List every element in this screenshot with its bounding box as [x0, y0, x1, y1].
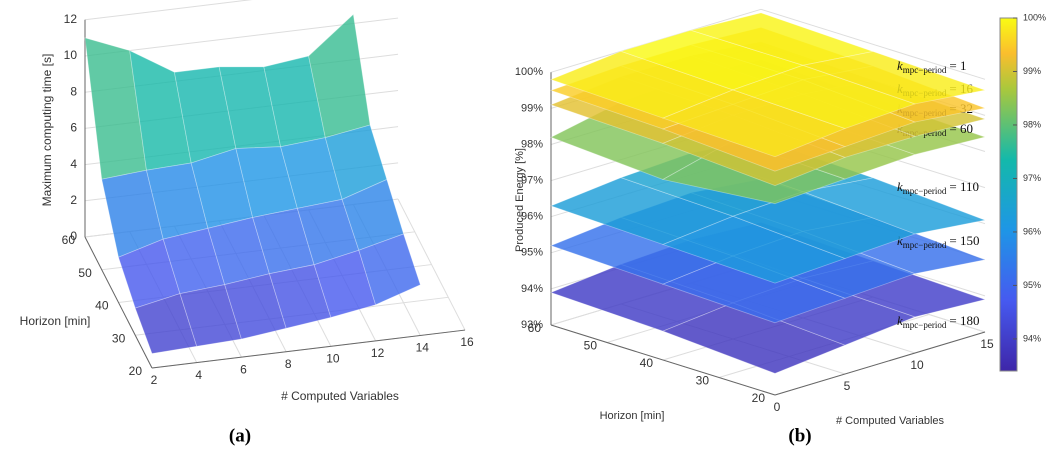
layer-label: kmpc−period = 150: [897, 233, 979, 250]
z-tick-label: 95%: [521, 247, 543, 259]
surface-patch: [801, 177, 987, 235]
x-tick-label: 8: [285, 357, 292, 371]
x-tick-label: 12: [371, 346, 385, 360]
surface-patch: [341, 178, 405, 251]
colorbar-tick-label: 100%: [1023, 12, 1046, 22]
layer-subscript: mpc−period: [903, 65, 947, 75]
y-tick-label: 30: [696, 374, 710, 388]
y-tick-label: 30: [112, 331, 126, 345]
z-tick-label: 97%: [521, 175, 543, 187]
x-tick-label: 10: [910, 358, 924, 372]
y-tick-label: 40: [95, 299, 109, 313]
z-tick-label: 100%: [515, 66, 543, 78]
y-tick-label: 40: [640, 356, 654, 370]
surface-patch: [324, 124, 388, 200]
z-tick-label: 12: [64, 12, 78, 26]
grid-line: [760, 8, 986, 80]
x-tick-label: 2: [151, 373, 158, 387]
z-tick-label: 93%: [521, 319, 543, 331]
x-tick-label: 5: [844, 379, 851, 393]
z-tick-label: 98%: [521, 138, 543, 150]
layer-label: kmpc−period = 180: [897, 313, 979, 330]
layer-name: = 110: [949, 179, 979, 194]
y-tick-label: 50: [78, 266, 92, 280]
colorbar-tick-label: 95%: [1023, 280, 1041, 290]
colorbar-tick-label: 96%: [1023, 226, 1041, 236]
colorbar-tick-label: 99%: [1023, 66, 1041, 76]
x-tick-label: 4: [195, 368, 202, 382]
layer-symbol: k: [897, 58, 903, 73]
z-tick-label: 96%: [521, 211, 543, 223]
layer-name: = 1: [949, 58, 966, 73]
z-tick-label: 99%: [521, 102, 543, 114]
z-axis-label: Produced Energy [%]: [514, 148, 526, 252]
x-tick-label: 0: [774, 400, 781, 414]
x-tick-label: 6: [240, 362, 247, 376]
caption: (b): [788, 425, 811, 446]
layer-subscript: mpc−period: [903, 320, 947, 330]
surface-patch: [801, 51, 987, 105]
y-tick-label: 50: [584, 339, 598, 353]
grid-line: [84, 0, 253, 21]
y-tick-label: 20: [752, 391, 766, 405]
z-tick-label: 2: [70, 193, 77, 207]
y-axis-label: Horizon [min]: [600, 410, 665, 422]
layer-label: kmpc−period = 1: [897, 58, 966, 75]
z-tick-label: 8: [70, 84, 77, 98]
axis-line: [774, 331, 986, 396]
layer-name: = 150: [949, 233, 979, 248]
z-axis-label: Maximum computing time [s]: [40, 54, 54, 207]
axis-line: [151, 329, 466, 369]
x-tick-label: 14: [416, 341, 430, 355]
x-axis-label: # Computed Variables: [281, 389, 399, 403]
layer-symbol: k: [897, 233, 903, 248]
z-tick-label: 4: [70, 157, 77, 171]
layer-subscript: mpc−period: [903, 186, 947, 196]
caption: (a): [229, 425, 251, 446]
colorbar: [999, 17, 1018, 372]
y-tick-label: 20: [129, 364, 143, 378]
colorbar-tick-label: 94%: [1023, 333, 1041, 343]
x-axis-label: # Computed Variables: [836, 415, 945, 427]
layer-label: kmpc−period = 110: [897, 179, 979, 196]
x-tick-label: 16: [460, 335, 474, 349]
y-axis-label: Horizon [min]: [20, 314, 91, 328]
z-tick-label: 10: [64, 48, 78, 62]
layer-name: = 180: [949, 313, 979, 328]
surface-patch: [308, 13, 371, 139]
z-tick-label: 0: [70, 229, 77, 243]
axis-line: [84, 236, 153, 369]
colorbar-tick-label: 97%: [1023, 173, 1041, 183]
y-tick-label: 60: [62, 233, 76, 247]
layer-symbol: k: [897, 179, 903, 194]
y-tick-label: 60: [528, 321, 542, 335]
z-tick-label: 94%: [521, 283, 543, 295]
x-tick-label: 15: [980, 337, 994, 351]
colorbar-tick-label: 98%: [1023, 119, 1041, 129]
layer-symbol: k: [897, 313, 903, 328]
x-tick-label: 10: [326, 351, 340, 365]
z-tick-label: 6: [70, 121, 77, 135]
axis-line: [550, 324, 776, 396]
surface-patch: [358, 233, 421, 306]
layer-subscript: mpc−period: [903, 240, 947, 250]
